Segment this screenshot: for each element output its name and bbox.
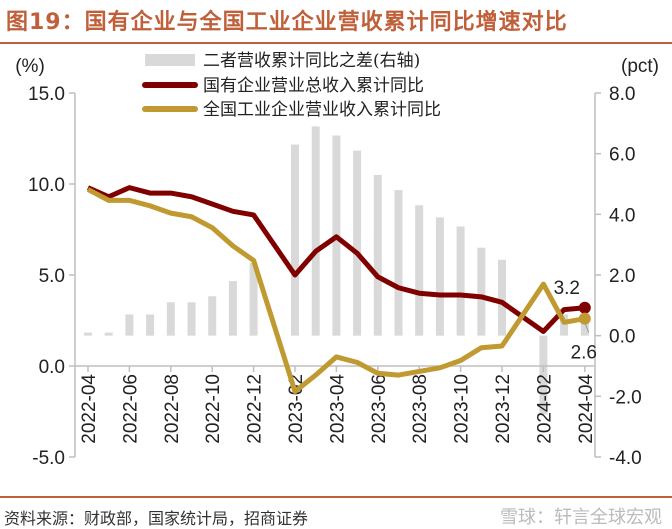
bar [477,247,486,336]
legend-label: 国有企业营业总收入累计同比 [203,76,424,96]
left-tick-label: 0.0 [39,357,65,378]
x-tick-label: 2023-08 [410,374,431,444]
legend-label: 二者营收累计同比之差(右轴) [203,51,420,71]
bar [498,259,506,336]
bar [249,262,258,336]
bar [580,317,589,336]
bar [166,302,175,336]
bar [560,314,569,336]
legend-label: 全国工业企业营业收入累计同比 [203,100,441,120]
bar [394,190,403,336]
end-marker [578,312,591,325]
bar [84,332,92,336]
right-tick-label: 2.0 [609,266,635,287]
bar [228,281,237,336]
right-tick-label: 0.0 [609,327,635,348]
x-tick-label: 2023-12 [493,374,514,444]
x-tick-label: 2022-04 [79,374,100,444]
footer-divider [0,496,672,498]
soe-revenue-line [86,185,586,334]
annotation-soe: 3.2 [554,278,580,299]
x-tick-label: 2022-10 [203,374,224,444]
x-tick-label: 2023-02 [286,374,307,444]
chart-title: 图19：国有企业与全国工业企业营收累计同比增速对比 [6,10,568,35]
end-marker [578,301,591,314]
bar [187,302,196,336]
x-tick-label: 2023-10 [452,374,473,444]
x-tick-label: 2024-04 [576,374,597,444]
x-tick-label: 2022-12 [245,374,266,444]
right-axis-unit: (pct) [621,56,659,77]
bar [125,314,134,336]
left-tick-label: -5.0 [32,448,65,469]
right-tick-label: -2.0 [609,387,642,408]
bar [415,205,424,336]
x-tick-label: 2023-04 [327,374,348,444]
right-tick-label: 8.0 [609,84,635,105]
left-tick-label: 15.0 [28,84,65,105]
left-tick-label: 10.0 [28,175,65,196]
bar [539,335,548,415]
industrial-revenue-line [86,187,586,394]
right-tick-label: 6.0 [609,145,635,166]
x-tick-label: 2022-06 [120,374,141,444]
bar [208,296,217,336]
bar [373,174,382,336]
bar [104,332,113,336]
x-tick-label: 2022-08 [162,374,183,444]
annotation-industrial: 2.6 [571,343,597,364]
bar [456,226,465,336]
bar [311,126,320,336]
right-tick-label: -4.0 [609,448,642,469]
title-divider [0,42,672,44]
bar [146,314,155,336]
left-tick-label: 5.0 [39,266,65,287]
annotation-leader [584,322,590,333]
left-axis-unit: (%) [15,56,45,77]
x-tick-label: 2023-06 [369,374,390,444]
bar [435,217,444,336]
source-note: 资料来源：财政部，国家统计局，招商证券 [4,509,309,528]
watermark: 雪球：轩言全球宏观 [500,507,662,528]
right-tick-label: 4.0 [609,205,635,226]
bar [291,144,299,336]
legend-swatch-bar [145,54,195,66]
x-tick-label: 2024-02 [534,374,555,444]
bar [353,150,362,336]
